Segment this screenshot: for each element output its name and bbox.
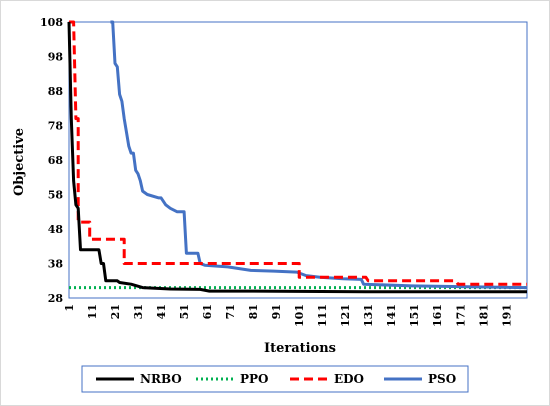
series-layer: [67, 20, 528, 294]
x-tick-label: 91: [270, 304, 283, 319]
x-tick-label: 151: [408, 304, 421, 327]
legend-label-nrbo: NRBO: [140, 372, 182, 386]
x-tick-label: 21: [109, 304, 122, 319]
x-tick-label: 51: [178, 304, 191, 319]
x-tick-label: 161: [431, 304, 444, 327]
y-tick-label: 68: [48, 154, 64, 167]
x-tick-label: 191: [500, 304, 513, 327]
x-tick-label: 141: [385, 304, 398, 327]
x-tick-label: 111: [316, 304, 329, 327]
legend-label-ppo: PPO: [240, 372, 269, 386]
plot-border: [68, 21, 528, 299]
x-tick-label: 171: [454, 304, 467, 327]
y-tick-label: 58: [48, 189, 64, 202]
x-tick-label: 121: [339, 304, 352, 327]
x-tick-label: 131: [362, 304, 375, 327]
y-tick-label: 108: [40, 16, 63, 29]
y-tick-label: 78: [48, 120, 64, 133]
plot-area: [68, 21, 528, 299]
legend-label-pso: PSO: [428, 372, 456, 386]
x-tick-label: 31: [132, 304, 145, 319]
y-tick-label: 88: [48, 85, 64, 98]
y-axis-title: Objective: [12, 128, 27, 196]
legend: NRBO PPO EDO PSO: [81, 365, 469, 393]
series-line-edo: [69, 20, 527, 286]
legend-label-edo: EDO: [334, 372, 364, 386]
series-line-nrbo: [67, 21, 527, 294]
x-tick-label: 181: [477, 304, 490, 327]
y-tick-label: 38: [48, 258, 64, 271]
x-tick-label: 61: [201, 304, 214, 319]
y-tick-label: 48: [48, 223, 64, 236]
x-tick-label: 101: [293, 304, 306, 327]
x-tick-label: 41: [155, 304, 168, 319]
x-tick-label: 11: [86, 304, 99, 319]
series-line-pso: [110, 20, 528, 290]
x-axis-title: Iterations: [264, 341, 336, 356]
x-tick-label: 1: [63, 304, 76, 312]
y-tick-label: 28: [48, 292, 64, 305]
x-tick-label: 71: [224, 304, 237, 319]
y-tick-label: 98: [48, 51, 64, 64]
x-tick-label: 81: [247, 304, 260, 319]
